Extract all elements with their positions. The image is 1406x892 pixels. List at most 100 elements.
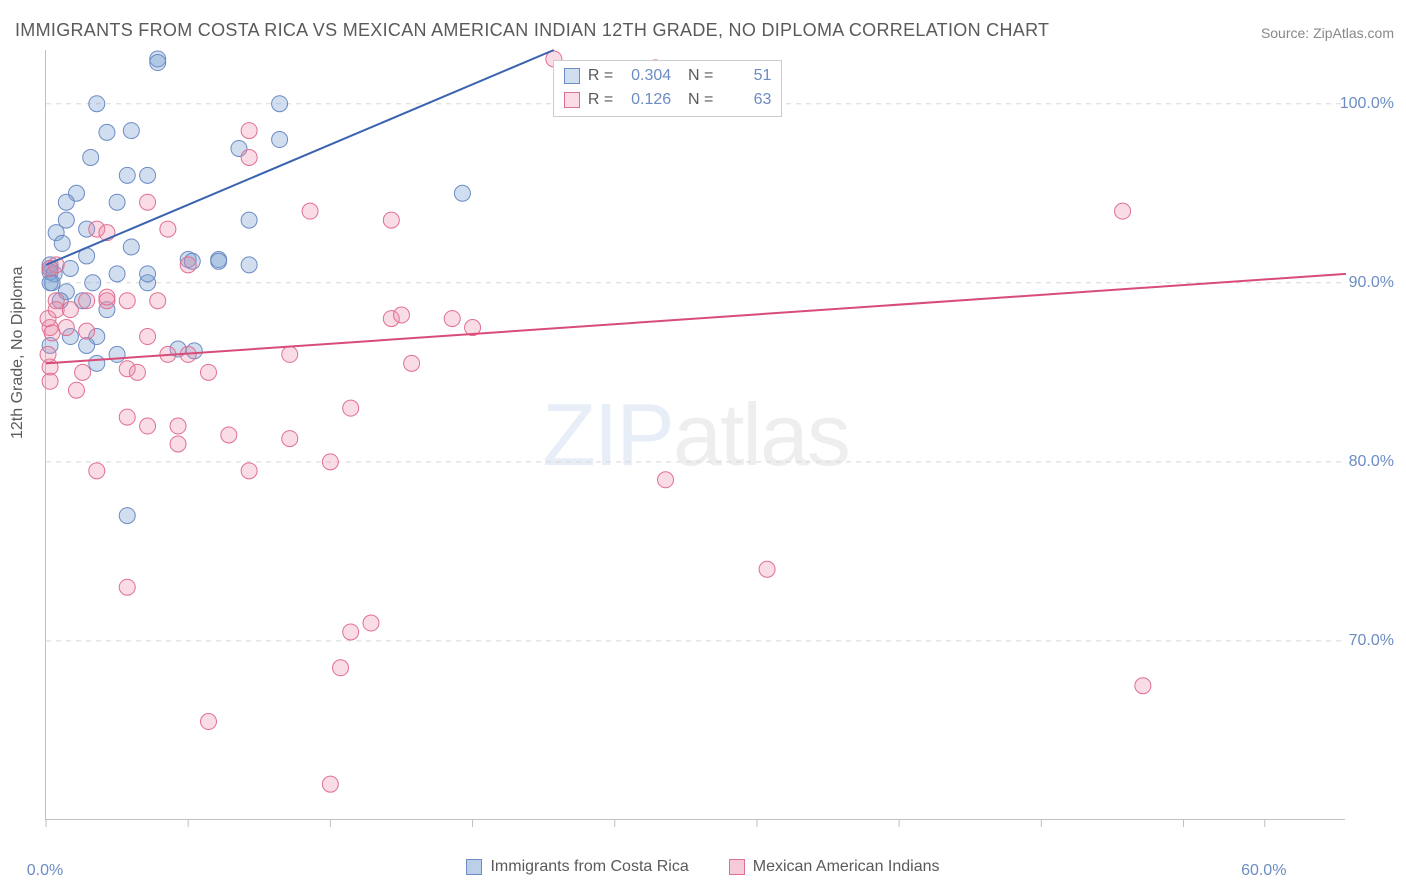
r-label: R = [588,64,613,88]
data-point [119,579,135,595]
data-point [79,293,95,309]
data-point [44,325,60,341]
data-point [140,418,156,434]
data-point [383,212,399,228]
data-point [83,149,99,165]
data-point [109,194,125,210]
data-point [119,508,135,524]
data-point [282,431,298,447]
legend: Immigrants from Costa Rica Mexican Americ… [0,858,1406,880]
correlation-row: R = 0.126 N = 63 [564,88,772,112]
trend-line [46,274,1346,364]
trend-line [46,50,554,265]
data-point [658,472,674,488]
legend-item: Mexican American Indians [729,858,940,876]
data-point [48,302,64,318]
plot-area: ZIPatlas [45,50,1345,820]
data-point [404,355,420,371]
data-point [40,346,56,362]
y-tick-label: 70.0% [1349,632,1394,650]
data-point [62,260,78,276]
data-point [42,275,58,291]
data-point [89,96,105,112]
y-tick-label: 100.0% [1340,95,1394,113]
data-point [211,253,227,269]
data-point [201,364,217,380]
source-label: Source: ZipAtlas.com [1261,25,1394,41]
data-point [68,382,84,398]
n-value: 63 [721,88,771,112]
data-point [241,257,257,273]
data-point [241,123,257,139]
n-label: N = [679,64,713,88]
data-point [180,257,196,273]
n-label: N = [679,88,713,112]
data-point [123,123,139,139]
data-point [54,235,70,251]
data-point [1115,203,1131,219]
data-point [99,289,115,305]
data-point [119,167,135,183]
data-point [89,355,105,371]
data-point [444,311,460,327]
data-point [75,364,91,380]
data-point [160,221,176,237]
r-value: 0.126 [621,88,671,112]
data-point [1135,678,1151,694]
y-axis-label: 12th Grade, No Diploma [9,266,27,439]
data-point [363,615,379,631]
data-point [241,212,257,228]
data-point [759,561,775,577]
data-point [221,427,237,443]
data-point [272,96,288,112]
data-point [150,55,166,71]
series-swatch [564,92,580,108]
r-label: R = [588,88,613,112]
y-tick-label: 80.0% [1349,453,1394,471]
data-point [79,337,95,353]
data-point [109,266,125,282]
data-point [393,307,409,323]
data-point [241,149,257,165]
correlation-box: R = 0.304 N = 51R = 0.126 N = 63 [553,60,783,117]
data-point [333,660,349,676]
r-value: 0.304 [621,64,671,88]
data-point [150,293,166,309]
data-point [89,463,105,479]
data-point [140,329,156,345]
data-point [58,194,74,210]
data-point [58,320,74,336]
data-point [322,454,338,470]
data-point [119,409,135,425]
data-point [272,132,288,148]
correlation-chart: IMMIGRANTS FROM COSTA RICA VS MEXICAN AM… [0,0,1406,892]
legend-item: Immigrants from Costa Rica [466,858,688,876]
legend-swatch [466,859,482,875]
data-point [201,714,217,730]
data-point [119,293,135,309]
legend-label: Immigrants from Costa Rica [490,858,688,876]
data-point [241,463,257,479]
data-point [140,194,156,210]
data-point [85,275,101,291]
data-point [170,436,186,452]
legend-swatch [729,859,745,875]
data-point [123,239,139,255]
y-tick-label: 90.0% [1349,274,1394,292]
data-point [170,418,186,434]
data-point [302,203,318,219]
n-value: 51 [721,64,771,88]
data-point [343,400,359,416]
data-point [62,302,78,318]
data-point [79,323,95,339]
series-swatch [564,68,580,84]
correlation-row: R = 0.304 N = 51 [564,64,772,88]
data-point [140,266,156,282]
data-point [99,124,115,140]
data-point [454,185,470,201]
data-point [343,624,359,640]
data-point [322,776,338,792]
data-point [140,167,156,183]
legend-label: Mexican American Indians [753,858,940,876]
data-point [42,373,58,389]
